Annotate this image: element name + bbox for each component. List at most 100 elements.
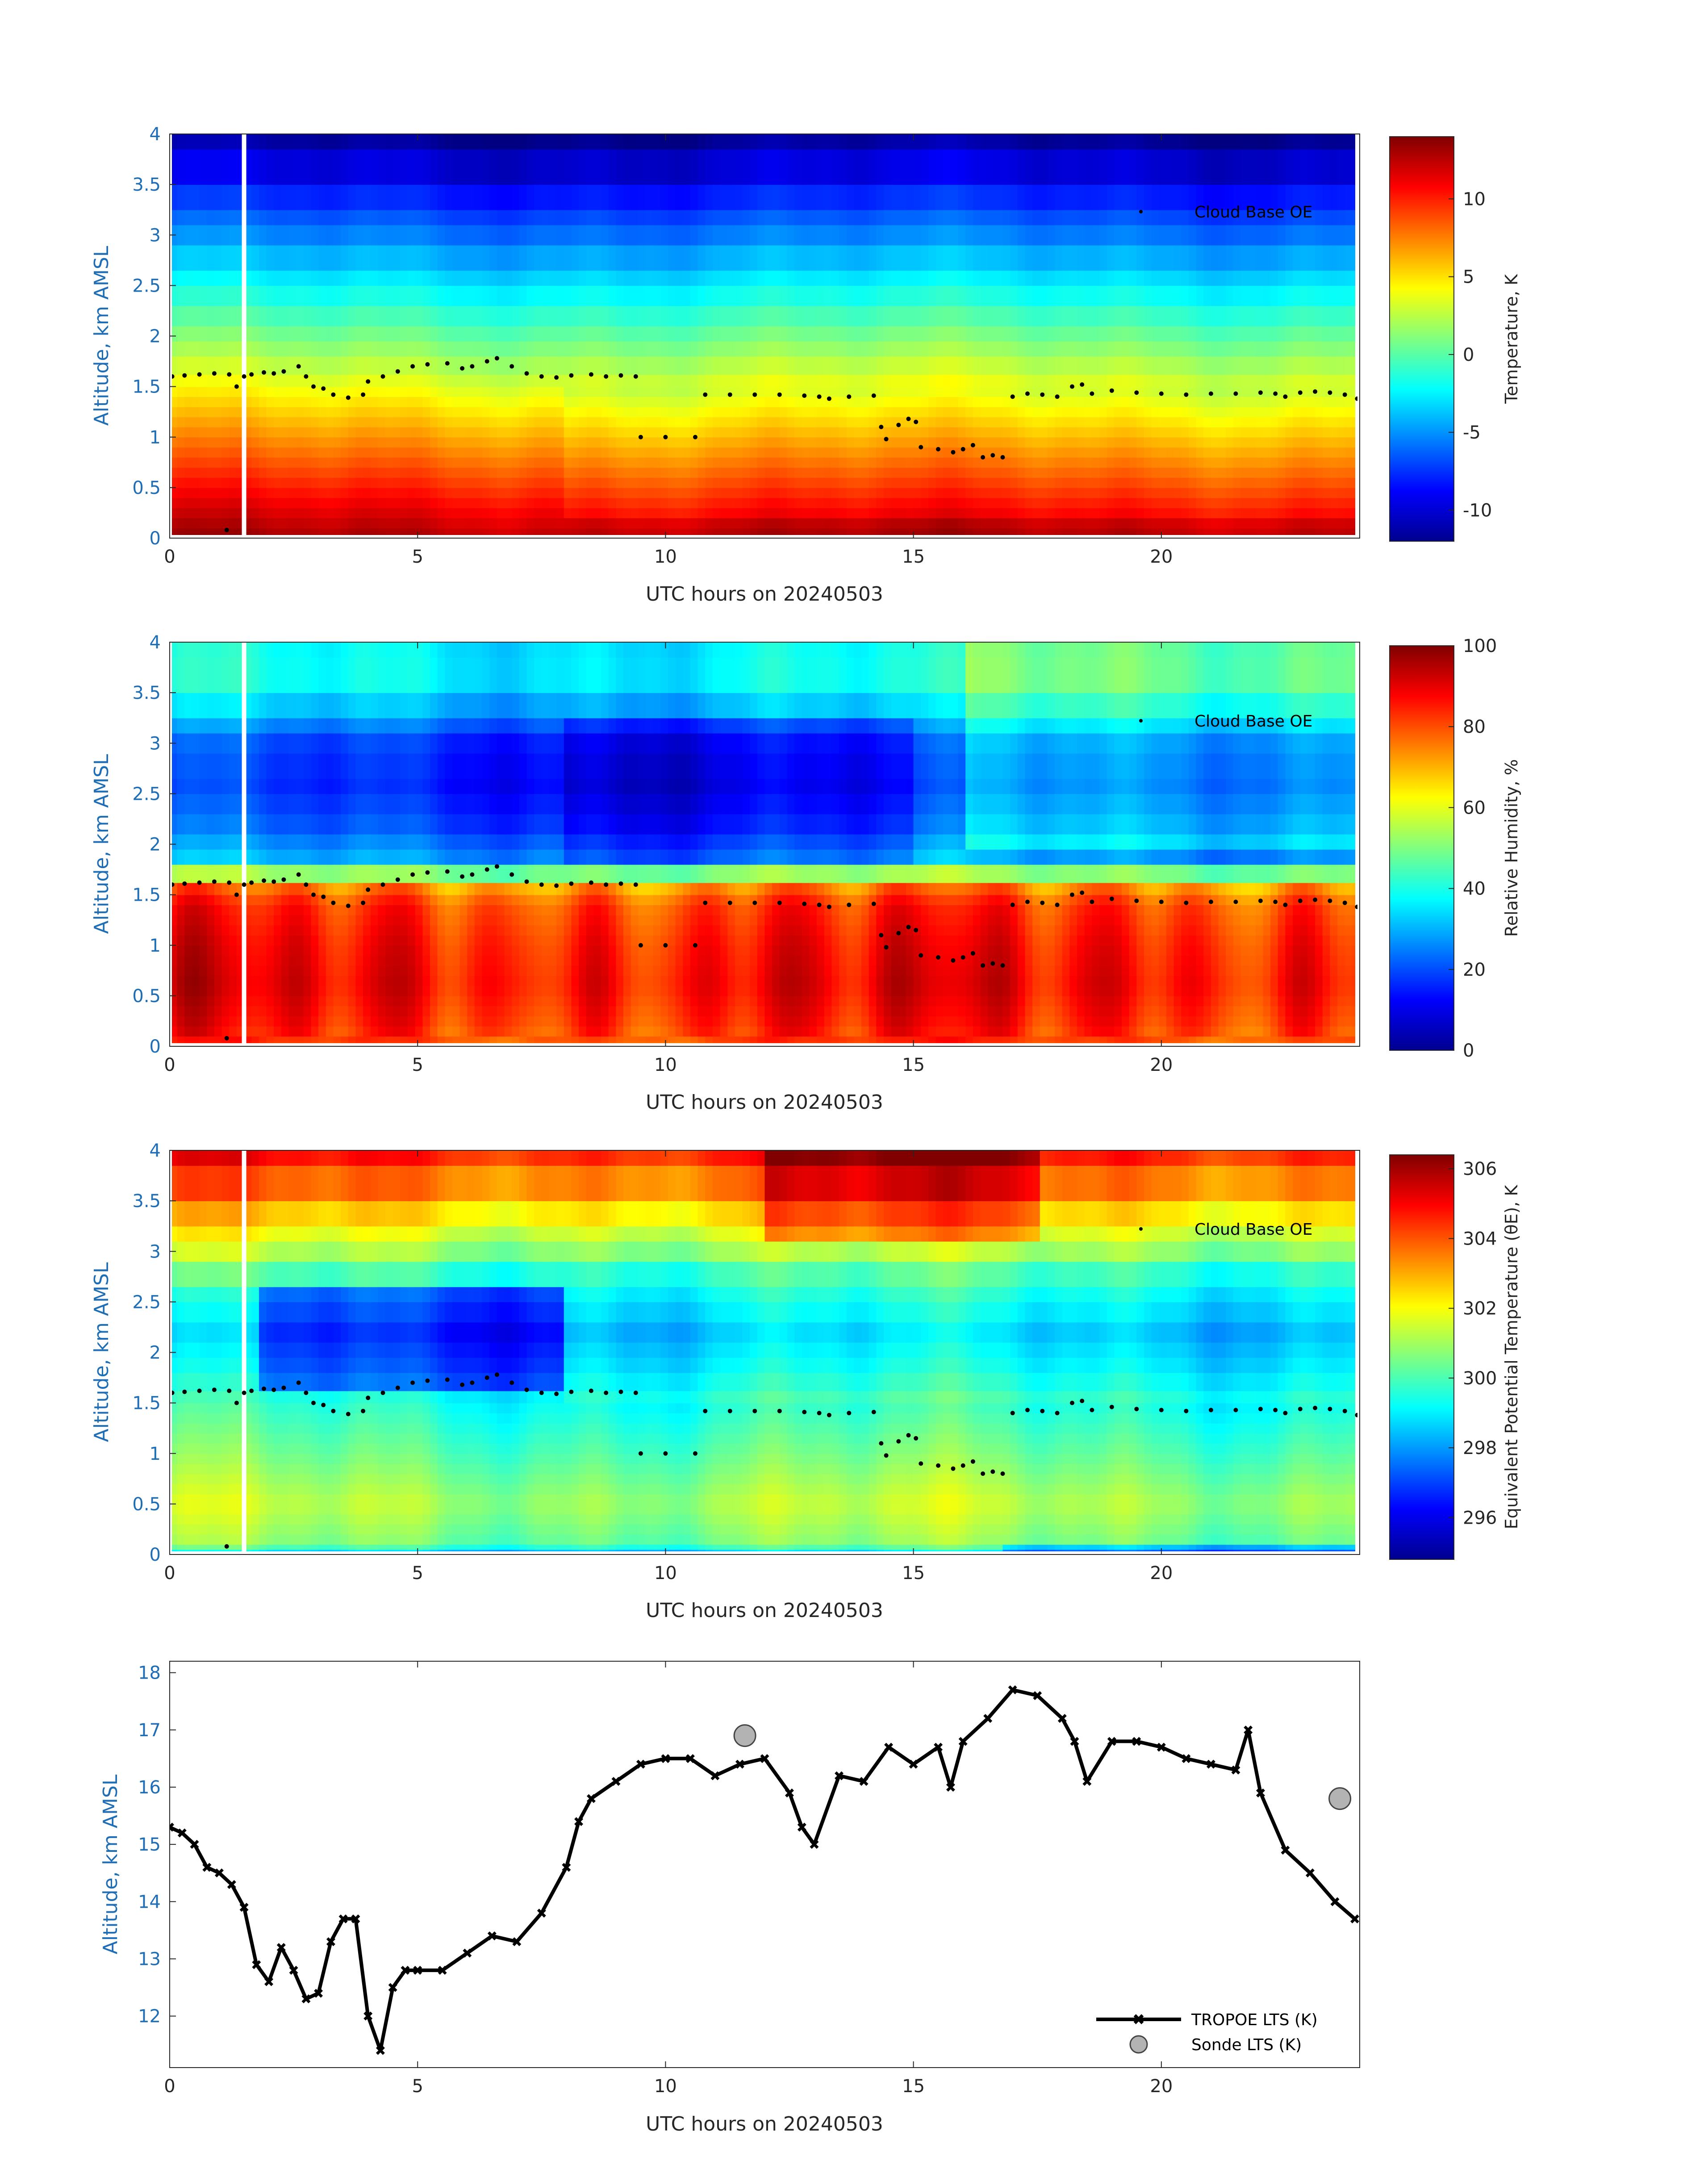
heatmap-cell (1226, 386, 1234, 397)
heatmap-cell (579, 508, 587, 518)
heatmap-cell (1300, 209, 1308, 226)
heatmap-cell (638, 134, 646, 150)
heatmap-cell (430, 508, 438, 518)
heatmap-cell (1040, 225, 1048, 246)
heatmap-cell (913, 184, 922, 210)
heatmap-cell (1173, 374, 1182, 387)
heatmap-cell (1129, 149, 1137, 185)
heatmap-cell (660, 447, 668, 458)
heatmap-cell (192, 467, 200, 478)
heatmap-cell (1173, 487, 1182, 498)
heatmap-cell (177, 487, 185, 498)
heatmap-cell (608, 285, 617, 306)
heatmap-cell (1196, 447, 1204, 458)
heatmap-cell (519, 457, 527, 468)
heatmap-cell (348, 305, 356, 326)
x-tick-label: 0 (164, 547, 175, 567)
heatmap-cell (259, 467, 267, 478)
heatmap-cell (1062, 508, 1070, 518)
heatmap-cell (1203, 184, 1211, 210)
heatmap-cell (1278, 508, 1286, 518)
heatmap-cell (683, 326, 691, 342)
heatmap-cell (296, 467, 304, 478)
heatmap-cell (504, 209, 512, 226)
heatmap-cell (935, 245, 944, 271)
heatmap-cell (363, 533, 371, 535)
heatmap-cell (690, 326, 698, 342)
heatmap-cell (668, 341, 676, 357)
heatmap-cell (214, 326, 222, 342)
heatmap-cell (1233, 487, 1241, 498)
heatmap-cell (251, 184, 259, 210)
heatmap-cell (534, 245, 542, 271)
heatmap-cell (869, 437, 877, 448)
heatmap-cell (646, 374, 654, 387)
heatmap-cell (526, 149, 535, 185)
heatmap-cell (846, 184, 855, 210)
heatmap-cell (809, 374, 817, 387)
heatmap-cell (794, 467, 802, 478)
heatmap-cell (802, 487, 810, 498)
heatmap-cell (906, 184, 914, 210)
heatmap-cell (385, 457, 393, 468)
heatmap-cell (631, 477, 639, 488)
heatmap-cell (824, 518, 832, 529)
heatmap-cell (802, 437, 810, 448)
heatmap-cell (958, 374, 966, 387)
heatmap-cell (965, 457, 973, 468)
heatmap-cell (1278, 497, 1286, 508)
heatmap-cell (973, 386, 981, 397)
heatmap-cell (1300, 285, 1308, 306)
heatmap-cell (199, 642, 208, 658)
heatmap-cell (831, 437, 839, 448)
heatmap-cell (1010, 497, 1018, 508)
heatmap-cell (1062, 487, 1070, 498)
heatmap-cell (1129, 386, 1137, 397)
heatmap-cell (534, 437, 542, 448)
heatmap-cell (445, 134, 453, 150)
heatmap-cell (199, 209, 208, 226)
heatmap-cell (653, 397, 661, 407)
heatmap-cell (184, 397, 192, 407)
heatmap-cell (266, 285, 274, 306)
heatmap-cell (326, 477, 334, 488)
heatmap-cell (757, 397, 765, 407)
heatmap-cell (1122, 374, 1130, 387)
heatmap-cell (631, 497, 639, 508)
heatmap-cell (172, 1016, 178, 1027)
heatmap-cell (943, 184, 951, 210)
heatmap-cell (950, 245, 959, 271)
heatmap-cell (1285, 447, 1293, 458)
heatmap-cell (1032, 270, 1040, 286)
heatmap-cell (1307, 356, 1315, 375)
heatmap-cell (489, 457, 497, 468)
heatmap-cell (541, 209, 550, 226)
heatmap-cell (541, 533, 550, 535)
heatmap-cell (1352, 447, 1357, 458)
heatmap-cell (995, 356, 1003, 375)
heatmap-cell (869, 528, 877, 534)
heatmap-cell (1233, 305, 1241, 326)
heatmap-cell (898, 508, 906, 518)
heatmap-cell (772, 528, 780, 534)
heatmap-cell (712, 149, 721, 185)
heatmap-cell (348, 149, 356, 185)
heatmap-cell (504, 225, 512, 246)
heatmap-cell (727, 508, 735, 518)
heatmap-cell (1002, 374, 1011, 387)
heatmap-cell (474, 397, 483, 407)
heatmap-cell (1025, 427, 1033, 438)
heatmap-cell (172, 794, 178, 815)
heatmap-cell (817, 508, 825, 518)
cloud-base-point (262, 370, 266, 375)
heatmap-cell (1099, 209, 1107, 226)
heatmap-cell (1159, 437, 1167, 448)
heatmap-cell (1337, 427, 1345, 438)
heatmap-cell (906, 285, 914, 306)
heatmap-cell (891, 149, 899, 185)
heatmap-cell (1337, 245, 1345, 271)
heatmap-cell (973, 270, 981, 286)
heatmap-cell (1196, 285, 1204, 306)
heatmap-cell (854, 209, 862, 226)
heatmap-cell (259, 518, 267, 529)
